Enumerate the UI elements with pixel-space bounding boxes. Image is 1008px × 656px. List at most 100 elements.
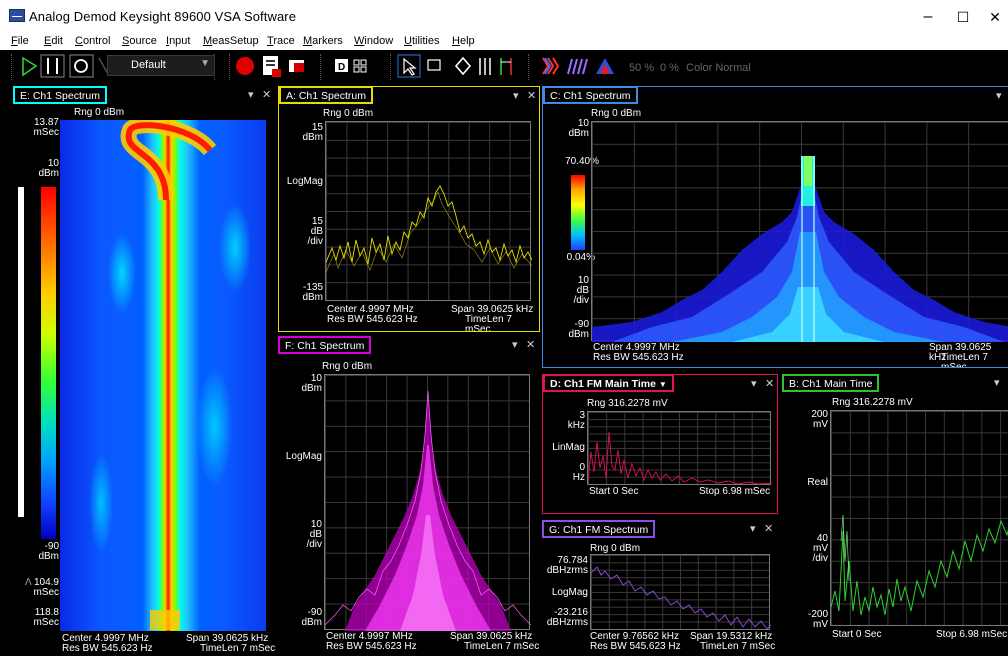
panel-b-trace (831, 514, 1008, 616)
panel-e-ymid: 104.9 (33, 577, 59, 588)
menu-file[interactable]: File (11, 35, 29, 47)
panel-g-ybot: -23.216 (554, 607, 588, 618)
panel-c-title[interactable]: C: Ch1 Spectrum (543, 87, 638, 104)
menu-control[interactable]: Control (75, 35, 111, 47)
close-window-button[interactable]: ✕ (989, 9, 1001, 25)
panel-a-trace (326, 185, 532, 273)
menu-markers[interactable]: Markers (303, 35, 343, 47)
menu-input[interactable]: Input (166, 35, 191, 47)
panel-b-title[interactable]: B: Ch1 Main Time (782, 374, 880, 392)
panel-a-title[interactable]: A: Ch1 Spectrum (279, 87, 373, 104)
preset-value: Default (131, 59, 166, 71)
panel-d-plot-area[interactable] (587, 411, 772, 485)
panel-d-trace (588, 431, 772, 485)
panel-f-center: Center 4.9997 MHz (326, 631, 413, 642)
panel-e-ybot-unit: mSec (33, 617, 59, 628)
panel-d-title-text: D: Ch1 FM Main Time (550, 378, 656, 390)
preset-dropdown[interactable]: Default ▼ (107, 55, 215, 76)
panel-e-scale-bot: -90 (44, 541, 59, 552)
panel-f-density-spectrum: F: Ch1 Spectrum ▾ ✕ Rng 0 dBm 10 dBm Log… (278, 336, 540, 656)
panel-b-ytop-unit: mV (813, 419, 828, 430)
panel-e-hook-overlay (120, 120, 217, 630)
zoom-a-value[interactable]: 50 % (629, 62, 655, 74)
panel-d-pin-icon[interactable]: ▾ (751, 378, 757, 390)
panel-b-div-u1: mV (813, 543, 828, 554)
panel-c-span: Span 39.0625 kHz (929, 342, 992, 363)
panel-f-title[interactable]: F: Ch1 Spectrum (278, 336, 372, 354)
panel-e-plot-area[interactable] (60, 120, 266, 631)
menu-window[interactable]: Window (354, 35, 394, 47)
panel-b-ytop: 200 (811, 409, 828, 420)
panel-g-rbw: Res BW 545.623 Hz (590, 641, 681, 652)
panel-e-scale-top-unit: dBm (38, 168, 59, 179)
panel-c-color-scale (571, 175, 585, 250)
panel-f-div-u2: /div (306, 539, 322, 550)
toolbar-grip (11, 54, 12, 80)
panel-d-format: LinMag (552, 442, 585, 453)
panel-e-ytop-unit: mSec (33, 127, 59, 138)
panel-c-ybot-unit: dBm (568, 329, 589, 340)
panel-f-plot-area[interactable] (324, 374, 531, 631)
panel-c-ytop-unit: dBm (568, 128, 589, 139)
panel-d-ytop-unit: kHz (567, 420, 585, 431)
panel-d-ybot: 0 (579, 462, 585, 473)
panel-c-range: Rng 0 dBm (591, 108, 642, 119)
menu-utilities[interactable]: Utilities (404, 35, 440, 47)
panel-g-plot-area[interactable] (590, 554, 771, 630)
panel-g-span: Span 19.5312 kHz (690, 631, 773, 642)
panel-c-ytop: 10 (577, 118, 589, 129)
panel-b-plot-area[interactable] (830, 410, 1008, 626)
panel-d-dropdown-icon[interactable]: ▼ (658, 380, 667, 389)
minimize-button[interactable]: – (923, 8, 933, 25)
menu-help[interactable]: Help (452, 35, 475, 47)
panel-f-close-icon[interactable]: ✕ (526, 339, 536, 351)
panel-g-format: LogMag (551, 587, 588, 598)
chevron-down-icon: ▼ (200, 58, 210, 69)
panel-e-title[interactable]: E: Ch1 Spectrum (13, 86, 107, 104)
zoom-b-value[interactable]: 0 % (660, 62, 679, 74)
panel-g-trace (591, 566, 771, 630)
panel-b-pin-icon[interactable]: ▾ (994, 377, 1000, 389)
panel-d-fm-main-time: D: Ch1 FM Main Time ▼ ▾ ✕ Rng 316.2278 m… (542, 374, 778, 514)
panel-e-slider-track[interactable] (18, 187, 24, 517)
panel-a-spectrum: A: Ch1 Spectrum ▾ ✕ Rng 0 dBm 15 dBm Log… (278, 86, 540, 332)
panel-a-close-icon[interactable]: ✕ (527, 90, 537, 102)
panel-f-ybot: -90 (307, 607, 322, 618)
panel-b-range: Rng 316.2278 mV (832, 397, 913, 408)
menu-source[interactable]: Source (122, 35, 157, 47)
panel-f-range: Rng 0 dBm (322, 361, 373, 372)
panel-c-pin-icon[interactable]: ▾ (996, 90, 1002, 102)
panel-g-timelen: TimeLen 7 mSec (700, 641, 776, 652)
panel-e-pin-icon[interactable]: ▾ (248, 89, 254, 101)
panel-a-div-u2: /div (307, 236, 323, 247)
panel-g-pin-icon[interactable]: ▾ (750, 523, 756, 535)
panel-g-title[interactable]: G: Ch1 FM Spectrum (542, 520, 656, 538)
panel-c-plot-area[interactable] (591, 121, 1008, 342)
panel-g-center: Center 9.76562 kHz (590, 631, 679, 642)
panel-e-spectrogram-bg (60, 120, 266, 631)
panel-a-plot-area[interactable] (325, 121, 532, 301)
panel-a-div-u1: dB (310, 226, 323, 237)
panel-c-div-u1: dB (576, 285, 589, 296)
menu-meassetup[interactable]: MeasSetup (203, 35, 259, 47)
panel-e-scale-top: 10 (47, 158, 59, 169)
panel-d-start: Start 0 Sec (589, 486, 639, 497)
panel-e-color-scale (41, 187, 56, 539)
color-mode-value[interactable]: Color Normal (686, 62, 751, 74)
panel-d-title[interactable]: D: Ch1 FM Main Time ▼ (543, 375, 674, 392)
panel-e-ymid-mark: Λ (25, 577, 32, 588)
panel-c-density-spectrum: C: Ch1 Spectrum ▾ Rng 0 dBm 10 dBm 70.40… (542, 86, 1008, 368)
panel-b-stop: Stop 6.98 mSec (936, 629, 1008, 640)
panel-f-pin-icon[interactable]: ▾ (512, 339, 518, 351)
panel-a-pin-icon[interactable]: ▾ (513, 90, 519, 102)
panel-f-div: 10 (310, 519, 322, 530)
menu-edit[interactable]: Edit (44, 35, 63, 47)
panel-d-close-icon[interactable]: ✕ (765, 378, 775, 390)
panel-b-ybot-unit: mV (813, 619, 828, 630)
panel-g-close-icon[interactable]: ✕ (764, 523, 774, 535)
menu-trace[interactable]: Trace (267, 35, 295, 47)
panel-e-close-icon[interactable]: ✕ (262, 89, 272, 101)
panel-f-div-u1: dB (309, 529, 322, 540)
panel-f-span: Span 39.0625 kHz (450, 631, 533, 642)
maximize-button[interactable]: ☐ (956, 9, 970, 25)
